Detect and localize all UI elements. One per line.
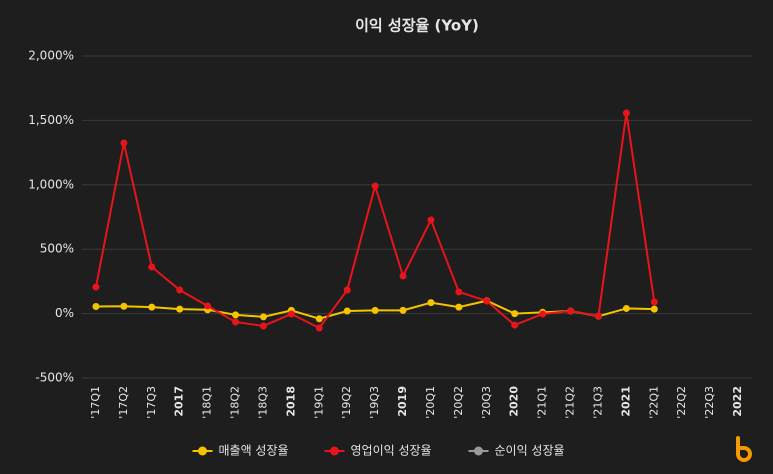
x-tick-label: '17Q1	[89, 386, 102, 419]
data-point	[232, 311, 240, 319]
data-point	[650, 305, 658, 313]
data-point	[399, 272, 407, 280]
data-point	[650, 298, 658, 306]
data-point	[511, 321, 519, 329]
y-tick-label: -500%	[35, 371, 74, 385]
x-tick-label: '22Q3	[703, 386, 716, 419]
data-point	[315, 324, 323, 332]
y-tick-label: 0%	[55, 306, 74, 320]
data-point	[92, 303, 100, 311]
y-tick-label: 500%	[40, 242, 74, 256]
logo	[736, 436, 752, 462]
x-tick-label: '22Q2	[675, 386, 688, 419]
y-tick-label: 2,000%	[28, 49, 74, 63]
x-tick-label: '19Q1	[312, 386, 325, 419]
x-tick-label: '21Q3	[591, 386, 604, 419]
data-point	[567, 307, 575, 315]
data-point	[259, 322, 267, 330]
x-tick-label: '20Q1	[424, 386, 437, 419]
data-point	[176, 286, 184, 294]
x-tick-label: '20Q2	[452, 386, 465, 419]
x-tick-label: 2021	[619, 386, 632, 417]
x-tick-label: 2020	[508, 386, 521, 417]
x-tick-label: '19Q2	[340, 386, 353, 419]
x-tick-label: 2019	[396, 386, 409, 417]
data-point	[343, 307, 351, 315]
data-point	[455, 288, 463, 296]
x-tick-label: 2022	[731, 386, 744, 417]
data-point	[622, 304, 630, 312]
x-tick-label: '21Q1	[536, 386, 549, 419]
data-point	[399, 306, 407, 314]
x-tick-label: '17Q3	[145, 386, 158, 419]
x-tick-label: '20Q3	[480, 386, 493, 419]
chart-title: 이익 성장율 (YoY)	[355, 17, 479, 35]
x-tick-label: 2017	[173, 386, 186, 417]
data-point	[287, 310, 295, 318]
data-point	[92, 283, 100, 291]
data-point	[315, 315, 323, 323]
x-tick-label: '22Q1	[647, 386, 660, 419]
data-point	[232, 318, 240, 326]
legend-marker	[474, 446, 483, 456]
data-point	[511, 310, 519, 318]
data-point	[343, 286, 351, 294]
x-tick-label: 2018	[284, 386, 297, 417]
data-point	[120, 139, 128, 147]
y-tick-label: 1,500%	[28, 113, 74, 127]
data-point	[622, 109, 630, 117]
data-point	[259, 313, 267, 321]
data-point	[427, 299, 435, 307]
x-tick-label: '18Q3	[256, 386, 269, 419]
data-point	[594, 312, 602, 320]
data-point	[371, 182, 379, 190]
data-point	[176, 305, 184, 313]
data-point	[539, 310, 547, 318]
x-tick-label: '19Q3	[368, 386, 381, 419]
x-tick-label: '21Q2	[564, 386, 577, 419]
legend-marker	[330, 446, 339, 456]
data-point	[455, 303, 463, 311]
data-point	[204, 302, 212, 310]
data-point	[148, 303, 156, 311]
legend-label: 순이익 성장율	[495, 444, 565, 458]
data-point	[483, 297, 491, 305]
data-point	[427, 216, 435, 224]
x-tick-label: '17Q2	[117, 386, 130, 419]
data-point	[371, 306, 379, 314]
x-tick-label: '18Q2	[229, 386, 242, 419]
legend-label: 매출액 성장율	[219, 444, 289, 458]
data-point	[148, 263, 156, 271]
legend-label: 영업이익 성장율	[351, 444, 432, 458]
data-point	[120, 302, 128, 310]
y-tick-label: 1,000%	[28, 177, 74, 191]
legend-marker	[198, 446, 207, 456]
x-tick-label: '18Q1	[201, 386, 214, 419]
